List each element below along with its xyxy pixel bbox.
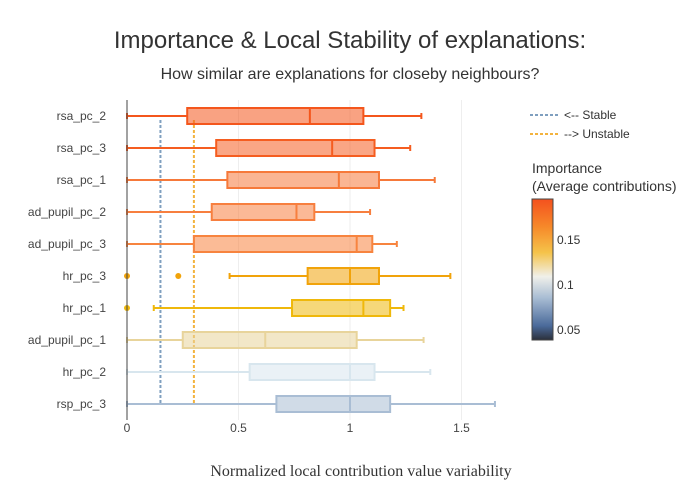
chart-subtitle: How similar are explanations for closeby… xyxy=(160,66,540,83)
box xyxy=(226,171,380,189)
y-tick-label: ad_pupil_pc_1 xyxy=(28,333,106,347)
x-tick-label: 0.5 xyxy=(230,421,247,435)
colorbar-title-line2: (Average contributions) xyxy=(532,178,677,194)
y-tick-label: rsp_pc_3 xyxy=(57,397,107,411)
y-tick-label: ad_pupil_pc_2 xyxy=(28,205,106,219)
box xyxy=(181,331,358,349)
y-tick-label: rsa_pc_2 xyxy=(57,109,107,123)
box xyxy=(275,395,392,413)
axes: 0 0.5 1 1.5 rsa_pc_2 rsa_pc_3 rsa_pc_1 ad_pupil… xyxy=(28,100,470,435)
box xyxy=(192,235,374,253)
box-group xyxy=(126,203,372,221)
colorbar: 0.15 0.1 0.05 xyxy=(531,198,581,341)
y-tick-label: ad_pupil_pc_3 xyxy=(28,237,106,251)
colorbar-title-line1: Importance xyxy=(532,160,603,176)
box-group xyxy=(126,395,496,413)
colorbar-tick-label: 0.05 xyxy=(557,323,581,337)
box-group xyxy=(126,331,425,349)
box-group xyxy=(126,107,423,125)
box-group xyxy=(124,267,452,285)
box xyxy=(210,203,316,221)
box xyxy=(306,267,380,285)
box xyxy=(291,299,392,317)
chart-title: Importance & Local Stability of explanat… xyxy=(113,27,587,54)
legend: <-- Stable --> Unstable xyxy=(530,108,630,141)
box-group xyxy=(126,139,412,157)
x-tick-label: 1 xyxy=(347,421,354,435)
colorbar-tick-label: 0.15 xyxy=(557,233,581,247)
outlier-point xyxy=(175,273,182,279)
y-tick-label: hr_pc_2 xyxy=(63,365,107,379)
boxes xyxy=(124,107,496,413)
y-tick-label: rsa_pc_3 xyxy=(57,141,107,155)
y-tick-label: rsa_pc_1 xyxy=(57,173,107,187)
legend-unstable-label: --> Unstable xyxy=(564,127,630,141)
x-tick-label: 0 xyxy=(124,421,131,435)
y-tick-label: hr_pc_3 xyxy=(63,269,107,283)
box xyxy=(186,107,365,125)
box-group xyxy=(126,235,398,253)
box-group xyxy=(126,363,432,381)
box-group xyxy=(126,171,436,189)
y-tick-label: hr_pc_1 xyxy=(63,301,107,315)
box-group xyxy=(124,299,405,317)
box xyxy=(215,139,376,157)
reference-lines xyxy=(159,120,195,404)
legend-stable-label: <-- Stable xyxy=(564,108,617,122)
colorbar-title: Importance (Average contributions) xyxy=(532,159,676,195)
x-axis-label: Normalized local contribution value vari… xyxy=(210,463,512,480)
x-tick-label: 1.5 xyxy=(453,421,470,435)
colorbar-gradient xyxy=(531,198,554,341)
colorbar-tick-label: 0.1 xyxy=(557,278,574,292)
box xyxy=(248,363,376,381)
